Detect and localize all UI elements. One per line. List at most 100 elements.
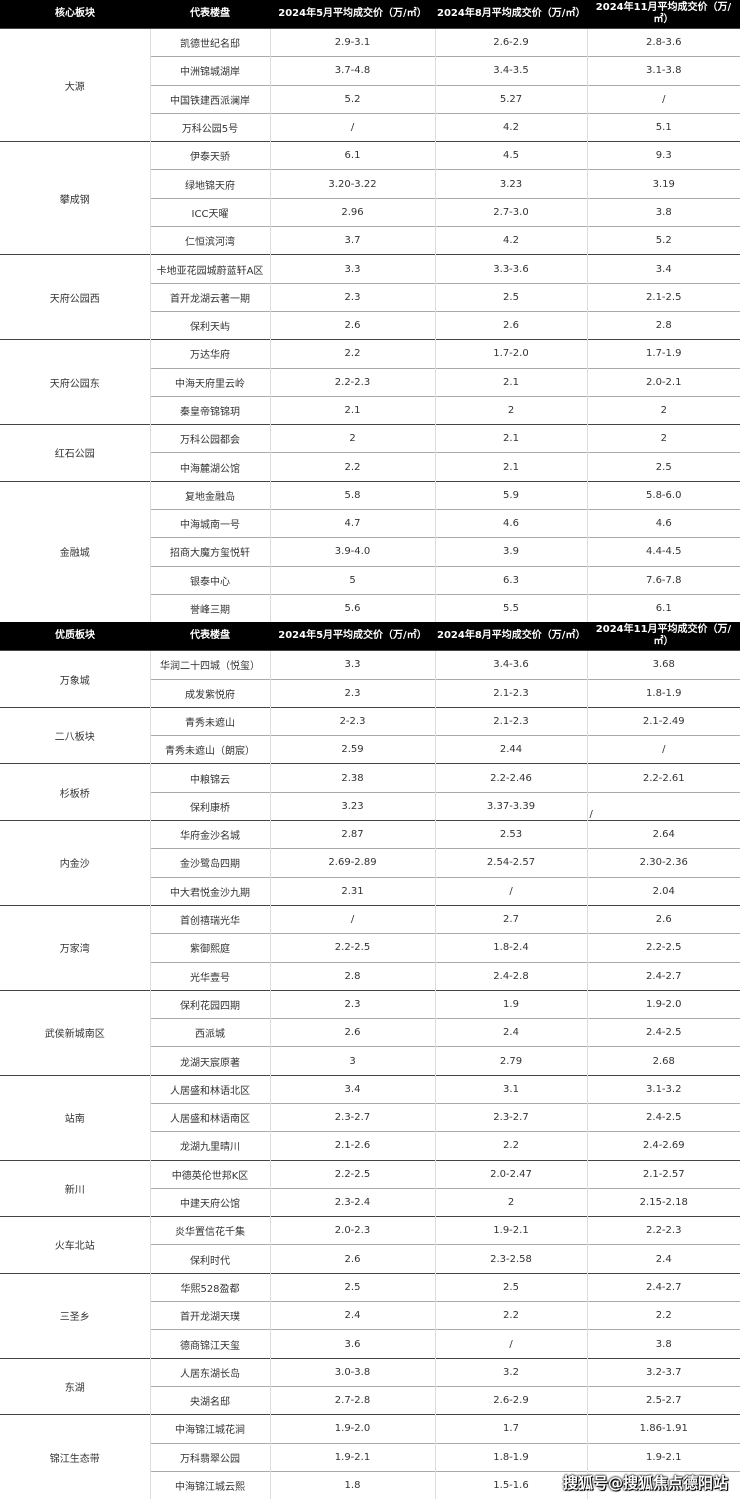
price-cell: 2.5-2.7 bbox=[586, 1385, 740, 1415]
price-cell: 5.8-6.0 bbox=[586, 480, 740, 510]
table-row: 保利康桥 3.23 3.37-3.39/ bbox=[0, 791, 740, 821]
table-row: 光华壹号 2.8 2.4-2.8 2.4-2.7 bbox=[0, 961, 740, 991]
price-cell: 3.37-3.39 bbox=[434, 791, 587, 821]
table-row: 德商锦江天玺 3.6/3.8 bbox=[0, 1329, 740, 1359]
table-row: 锦江生态带 中海锦江城花涧 1.9-2.0 1.7 1.86-1.91 bbox=[0, 1414, 740, 1499]
project-name-cell: 誉峰三期 bbox=[149, 593, 270, 623]
table-row: 银泰中心 5 6.3 7.6-7.8 bbox=[0, 565, 740, 595]
price-cell: / bbox=[586, 791, 740, 821]
district-cell: 新川 bbox=[0, 1159, 150, 1217]
price-cell: 6.1 bbox=[586, 593, 740, 623]
price-cell: 2.1-2.5 bbox=[586, 282, 740, 312]
price-cell: 5.8 bbox=[269, 480, 435, 510]
price-cell: 2.1-2.6 bbox=[269, 1131, 435, 1161]
table-row: 中海麓湖公馆 2.2 2.1 2.5 bbox=[0, 452, 740, 482]
price-cell: 2.15-2.18 bbox=[586, 1187, 740, 1217]
table-row: 首开龙湖云著一期 2.3 2.5 2.1-2.5 bbox=[0, 282, 740, 312]
price-cell: 2.5 bbox=[269, 1272, 435, 1302]
price-cell: 2.38 bbox=[269, 763, 435, 793]
price-cell: 2.1 bbox=[434, 367, 587, 397]
table-row: 万科公园5号/4.2 5.1 bbox=[0, 112, 740, 142]
price-cell: 2.2 bbox=[269, 452, 435, 482]
project-name-cell: 卡地亚花园城蔚蓝轩A区 bbox=[149, 254, 270, 284]
district-cell: 锦江生态带 bbox=[0, 1414, 150, 1499]
header-row: 优质板块 代表楼盘 2024年5月平均成交价（万/㎡） 2024年8月平均成交价（万/… bbox=[0, 622, 740, 651]
price-cell: 2.5 bbox=[586, 452, 740, 482]
price-cell: 2.7 bbox=[434, 904, 587, 934]
district-cell: 万家湾 bbox=[0, 904, 150, 991]
project-name-cell: 仁恒滨河湾 bbox=[149, 226, 270, 255]
price-cell: 3.1-3.8 bbox=[586, 56, 740, 86]
price-cell: 3.4 bbox=[586, 254, 740, 284]
project-name-cell: 万科公园都会 bbox=[149, 424, 270, 453]
table-row: 中大君悦金沙九期 2.31/2.04 bbox=[0, 876, 740, 906]
project-name-cell: 中海锦江城花涧 bbox=[149, 1414, 270, 1444]
price-cell: 2.7-2.8 bbox=[269, 1385, 435, 1415]
price-cell: 2.1 bbox=[434, 424, 587, 453]
price-cell: 2.54-2.57 bbox=[434, 848, 587, 878]
table-row: 龙湖天宸原著 3 2.79 2.68 bbox=[0, 1046, 740, 1076]
price-cell: 2.4 bbox=[269, 1301, 435, 1330]
district-cell: 火车北站 bbox=[0, 1216, 150, 1274]
price-cell: 2.2-2.5 bbox=[269, 933, 435, 962]
price-cell: 2.1-2.3 bbox=[434, 706, 587, 736]
price-cell: 3.7-4.8 bbox=[269, 56, 435, 86]
table-row: 首开龙湖天璞 2.4 2.2 2.2 bbox=[0, 1301, 740, 1330]
price-cell: 1.8 bbox=[269, 1470, 435, 1499]
project-name-cell: 万科公园5号 bbox=[149, 112, 270, 142]
column-header: 核心板块 bbox=[0, 0, 150, 29]
column-header: 2024年5月平均成交价（万/㎡） bbox=[270, 0, 435, 29]
price-cell: 2.2 bbox=[269, 339, 435, 369]
project-name-cell: 央湖名邸 bbox=[149, 1385, 270, 1415]
price-cell: 2.4-2.5 bbox=[586, 1018, 740, 1047]
price-cell: 2.4-2.69 bbox=[586, 1131, 740, 1161]
price-cell: 2.6 bbox=[586, 904, 740, 934]
project-name-cell: 炎华置信花千集 bbox=[149, 1216, 270, 1245]
table-row: 秦皇帝锦锦玥 2.1 2 2 bbox=[0, 395, 740, 425]
price-cell: 2.4-2.7 bbox=[586, 1272, 740, 1302]
price-cell: / bbox=[434, 1329, 587, 1359]
price-cell: 2.2 bbox=[434, 1301, 587, 1330]
project-name-cell: 首开龙湖云著一期 bbox=[149, 282, 270, 312]
price-cell: 1.8-1.9 bbox=[586, 678, 740, 708]
price-cell: 5.27 bbox=[434, 84, 587, 114]
price-cell: 2.4-2.5 bbox=[586, 1102, 740, 1132]
price-cell: 2.79 bbox=[434, 1046, 587, 1076]
project-name-cell: 秦皇帝锦锦玥 bbox=[149, 395, 270, 425]
price-cell: 3.1-3.2 bbox=[586, 1074, 740, 1104]
price-cell: 2 bbox=[434, 1187, 587, 1217]
district-cell: 站南 bbox=[0, 1074, 150, 1161]
price-cell: 1.8-1.9 bbox=[434, 1442, 587, 1472]
price-cell: 2.69-2.89 bbox=[269, 848, 435, 878]
price-cell: 2.2-2.5 bbox=[269, 1159, 435, 1189]
table-row: 青秀未遮山（朗宸） 2.59 2.44/ bbox=[0, 735, 740, 764]
table-row: 紫御熙庭 2.2-2.5 1.8-2.4 2.2-2.5 bbox=[0, 933, 740, 962]
price-cell: 2.1-2.49 bbox=[586, 706, 740, 736]
price-cell: 1.9-2.0 bbox=[269, 1414, 435, 1444]
price-cell: 2.0-2.47 bbox=[434, 1159, 587, 1189]
project-name-cell: 中海天府里云岭 bbox=[149, 367, 270, 397]
project-name-cell: 保利时代 bbox=[149, 1244, 270, 1274]
table-row: 武侯新城南区 保利花园四期 2.3 1.9 1.9-2.0 bbox=[0, 989, 740, 1076]
price-cell: 2.4-2.8 bbox=[434, 961, 587, 991]
price-cell: 2.1-2.57 bbox=[586, 1159, 740, 1189]
price-cell: 2.2-2.46 bbox=[434, 763, 587, 793]
price-cell: 3.3 bbox=[269, 254, 435, 284]
price-cell: 2 bbox=[586, 395, 740, 425]
table-row: 金融城 复地金融岛 5.8 5.9 5.8-6.0 bbox=[0, 480, 740, 623]
district-cell: 二八板块 bbox=[0, 706, 150, 764]
table-row: 招商大魔方玺悦轩 3.9-4.0 3.9 4.4-4.5 bbox=[0, 537, 740, 567]
price-cell: 4.4-4.5 bbox=[586, 537, 740, 567]
project-name-cell: 万科翡翠公园 bbox=[149, 1442, 270, 1472]
column-header: 代表楼盘 bbox=[150, 622, 270, 651]
project-name-cell: 中海麓湖公馆 bbox=[149, 452, 270, 482]
table-row: 东湖 人居东湖长岛 3.0-3.8 3.2 3.2-3.7 bbox=[0, 1357, 740, 1415]
table-row: 天府公园东 万达华府 2.2 1.7-2.0 1.7-1.9 bbox=[0, 339, 740, 425]
price-cell: 6.1 bbox=[269, 141, 435, 170]
price-cell: 2.59 bbox=[269, 735, 435, 764]
price-cell: 3.8 bbox=[586, 1329, 740, 1359]
table-row: 中洲锦城湖岸 3.7-4.8 3.4-3.5 3.1-3.8 bbox=[0, 56, 740, 86]
table-row: 三圣乡 华熙528盈都 2.5 2.5 2.4-2.7 bbox=[0, 1272, 740, 1359]
price-cell: 2.6 bbox=[269, 1018, 435, 1047]
price-cell: 5.1 bbox=[586, 112, 740, 142]
